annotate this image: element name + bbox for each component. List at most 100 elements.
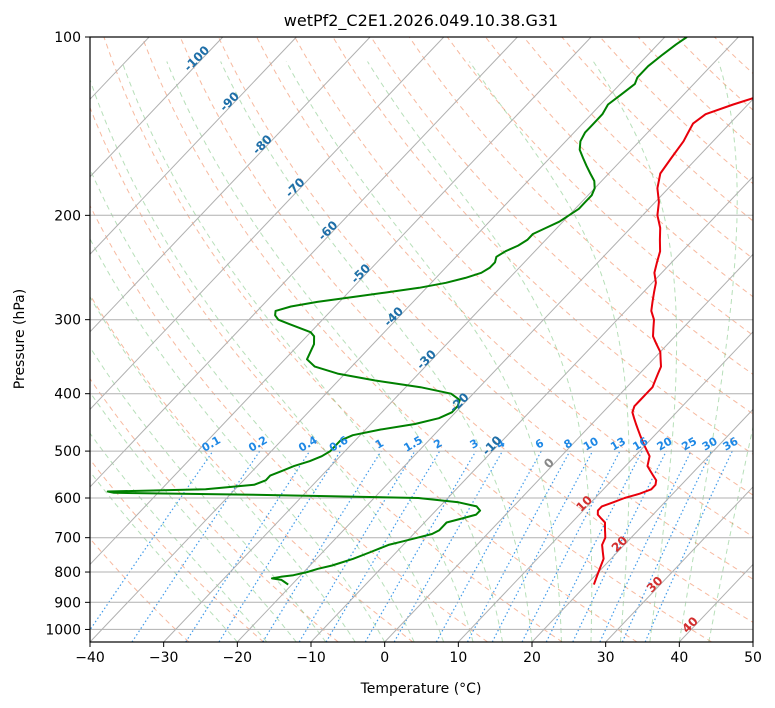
- moist-adiabat: [367, 61, 593, 642]
- dry-adiabat: [141, 37, 712, 642]
- mixing-ratio-line: [435, 450, 542, 642]
- isotherm: [90, 37, 297, 256]
- moist-adiabat: [90, 78, 445, 642]
- mixing-ratio-label: 3: [468, 437, 481, 452]
- isotherm: [0, 37, 2, 642]
- isotherm: [531, 408, 753, 642]
- moist-adiabat: [90, 167, 415, 642]
- mixing-ratio-line: [644, 450, 733, 642]
- x-tick-label: −30: [149, 650, 179, 666]
- mixing-ratio-line: [621, 450, 713, 642]
- isotherm: [384, 253, 753, 642]
- dry-adiabat: [294, 37, 753, 496]
- x-tick-label: 10: [449, 650, 467, 666]
- mixing-ratio-line: [298, 450, 416, 642]
- dry-adiabat: [408, 37, 753, 375]
- isotherm: [90, 37, 371, 333]
- moist-adiabat: [708, 424, 753, 642]
- isotherm: [90, 37, 518, 488]
- y-tick-label: 800: [54, 565, 81, 581]
- mixing-ratio-label: 2: [431, 437, 444, 452]
- chart-title: wetPf2_C2E1.2026.049.10.38.G31: [284, 11, 558, 31]
- line-labels: 0.1 0.2 0.4 0.6 1 1.5 2 3 4 6 8 10 13 16 20 25 30 36-100-…: [181, 43, 741, 636]
- y-tick-label: 200: [54, 208, 81, 224]
- moist-adiabat: [468, 61, 630, 642]
- dry-adiabat: [256, 37, 753, 538]
- moist-adiabat-label: 40: [679, 614, 701, 636]
- plot-area: [0, 37, 753, 642]
- isotherm: [236, 98, 753, 642]
- mixing-ratio-line: [545, 450, 643, 642]
- isotherm: [457, 331, 753, 642]
- dry-adiabat: [561, 37, 753, 222]
- mixing-ratio-line: [466, 450, 571, 642]
- dry-adiabat: [90, 537, 190, 642]
- x-tick-label: 50: [744, 650, 762, 666]
- y-tick-label: 700: [54, 531, 81, 547]
- moist-adiabat: [220, 61, 533, 642]
- x-tick-label: −40: [75, 650, 105, 666]
- mixing-ratio-line: [218, 450, 342, 642]
- dry-adiabat: [752, 37, 753, 39]
- moist-adiabat-label: 10: [573, 493, 595, 515]
- x-tick-label: −10: [296, 650, 326, 666]
- isotherm: [90, 37, 224, 178]
- moist-adiabat: [121, 61, 474, 642]
- mixing-ratio-line: [521, 450, 621, 642]
- x-tick-label: 30: [597, 650, 615, 666]
- isotherm: [752, 641, 753, 642]
- x-axis-label: Temperature (°C): [360, 681, 482, 697]
- moist-adiabat-label: 30: [644, 574, 666, 596]
- dry-adiabat-label: -60: [315, 218, 340, 243]
- dry-adiabat: [90, 377, 339, 642]
- isotherm: [90, 37, 666, 642]
- x-tick-label: 0: [380, 650, 389, 666]
- x-tick-label: 20: [523, 650, 541, 666]
- isotherm: [90, 37, 592, 566]
- dry-adiabat: [90, 458, 264, 642]
- moist-adiabat-label: 20: [609, 533, 631, 555]
- y-tick-label: 900: [54, 595, 81, 611]
- y-tick-label: 400: [54, 387, 81, 403]
- temperature-line: [592, 97, 753, 585]
- dry-adiabat-label: -100: [181, 43, 212, 74]
- mixing-ratio-label: 6: [533, 436, 546, 451]
- isotherm: [605, 486, 753, 642]
- y-tick-label: 300: [54, 313, 81, 329]
- moist-adiabat: [592, 61, 678, 642]
- dry-adiabat: [103, 37, 638, 642]
- dry-adiabat: [332, 37, 753, 455]
- dry-adiabat: [637, 37, 753, 148]
- dry-adiabat: [90, 293, 414, 642]
- dry-adiabat-label: -90: [217, 89, 242, 114]
- y-tick-label: 1000: [45, 622, 81, 638]
- moist-adiabat: [90, 470, 238, 642]
- dry-adiabat: [217, 37, 753, 580]
- mixing-ratio-line: [262, 450, 382, 642]
- moist-adiabat-label: 0: [541, 455, 557, 471]
- dry-adiabat-label: -40: [381, 304, 406, 329]
- moist-adiabat: [166, 61, 503, 642]
- moist-adiabat: [285, 61, 562, 642]
- isotherm: [310, 176, 753, 642]
- dewpoint-line: [106, 37, 688, 586]
- dry-adiabat-label: -80: [250, 132, 275, 157]
- dry-adiabat: [179, 37, 753, 623]
- mixing-ratio-line: [393, 450, 504, 642]
- moist-adiabat: [678, 61, 738, 642]
- dry-adiabat: [714, 37, 753, 75]
- mixing-ratio-line: [90, 450, 214, 631]
- y-axis-label: Pressure (hPa): [12, 289, 28, 389]
- moist-adiabat: [90, 295, 356, 642]
- moist-adiabat: [90, 432, 268, 642]
- dry-adiabat: [523, 37, 753, 260]
- y-tick-label: 500: [54, 444, 81, 460]
- mixing-ratio-line: [572, 450, 667, 642]
- moist-adiabat: [90, 391, 297, 642]
- mixing-ratio-line: [185, 450, 311, 642]
- x-tick-label: −20: [223, 650, 253, 666]
- dry-adiabat-label: -50: [348, 261, 373, 286]
- x-tick-label: 40: [670, 650, 688, 666]
- dry-adiabat: [90, 106, 563, 642]
